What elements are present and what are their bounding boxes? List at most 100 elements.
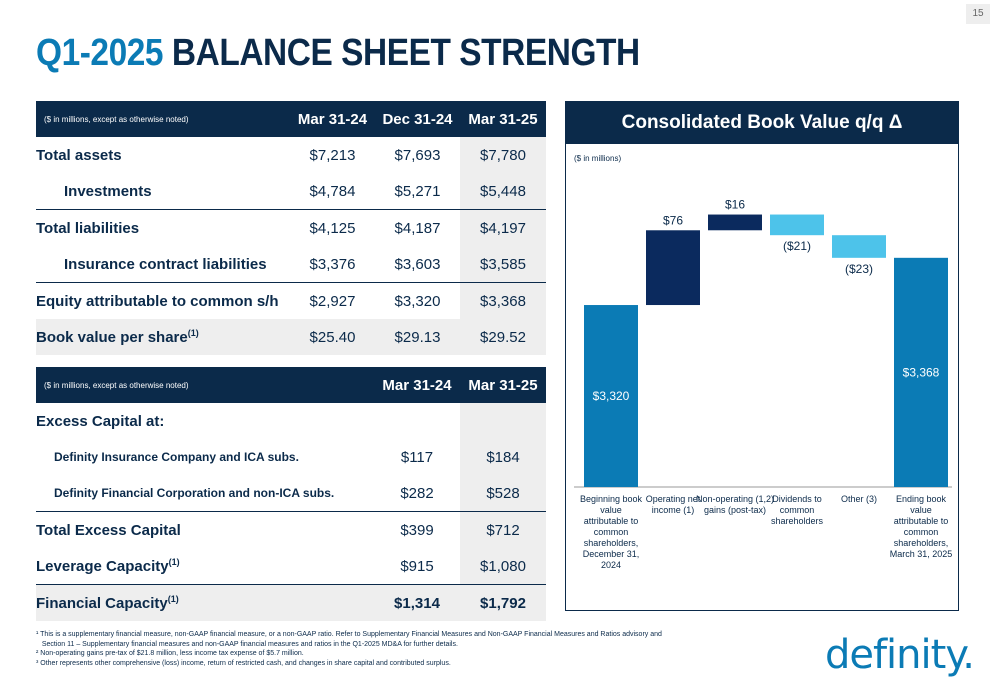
cell-value: $282 [400, 484, 434, 502]
page-title: Q1-2025 BALANCE SHEET STRENGTH [36, 32, 640, 75]
table-header: ($ in millions, except as otherwise note… [36, 367, 546, 403]
category-label: common [594, 527, 629, 537]
data-label: ($21) [783, 239, 811, 253]
row-label-text: Financial Capacity [36, 595, 168, 612]
cell-value: $3,603 [394, 255, 441, 273]
row-label: Total liabilities [36, 209, 290, 246]
cell-value: $712 [460, 511, 546, 548]
cell-value: $528 [460, 475, 546, 512]
table-row: Definity Insurance Company and ICA subs.… [36, 439, 546, 475]
column-header: Mar 31-24 [374, 367, 460, 403]
cell-value: $915 [400, 557, 434, 575]
cell-value: $4,125 [290, 209, 375, 246]
chart-title: Consolidated Book Value q/q Δ [566, 102, 958, 144]
table-row: Definity Financial Corporation and non-I… [36, 475, 546, 512]
row-label: Financial Capacity(1) [36, 584, 374, 621]
row-label: Insurance contract liabilities [64, 255, 267, 273]
cell-value: $1,314 [374, 584, 460, 621]
table-row: Total liabilities $4,125 $4,187 $4,197 [36, 209, 546, 246]
category-label: value [910, 505, 932, 515]
cell-value: $7,693 [394, 146, 441, 164]
category-label: income (1) [652, 505, 695, 515]
title-accent: Q1-2025 [36, 32, 164, 74]
cell-value: $5,448 [460, 173, 546, 210]
footnote-marker: (1) [168, 557, 180, 567]
footnote: Section 11 – Supplementary financial mea… [36, 640, 458, 648]
cell-value: $3,585 [460, 246, 546, 283]
page-number: 15 [966, 4, 990, 24]
cell-value: $184 [460, 439, 546, 475]
section-label: Excess Capital at: [36, 412, 165, 430]
table-row: Total assets $7,213 $7,693 $7,780 [36, 137, 546, 173]
cell-value: $3,376 [309, 255, 356, 273]
footnote-marker: (1) [187, 328, 199, 338]
cell-value: $7,780 [460, 137, 546, 173]
data-label: $3,368 [903, 365, 940, 379]
data-label: ($23) [845, 262, 873, 276]
cell-value: $2,927 [290, 282, 375, 319]
column-header: Mar 31-25 [460, 101, 546, 137]
cell-value: $3,368 [460, 282, 546, 319]
waterfall-bar [770, 214, 824, 236]
waterfall-bar [584, 305, 638, 487]
table-row: Investments $4,784 $5,271 $5,448 [36, 173, 546, 210]
category-label: December 31, [583, 549, 640, 559]
column-header: Dec 31-24 [375, 101, 460, 137]
row-label: Leverage Capacity(1) [36, 548, 374, 585]
cell-value: $4,784 [309, 182, 356, 200]
cell-value: $7,213 [309, 146, 356, 164]
category-label: common [780, 505, 815, 515]
data-label: $16 [725, 198, 745, 212]
definity-logo: definity. [824, 632, 975, 678]
footnotes: ¹ This is a supplementary financial meas… [36, 630, 676, 668]
column-header: Mar 31-24 [290, 101, 375, 137]
column-header: Mar 31-25 [460, 367, 546, 403]
cell-value: $1,080 [460, 548, 546, 585]
table-row: Financial Capacity(1) $1,314 $1,792 [36, 584, 546, 621]
category-label: shareholders, [584, 538, 639, 548]
category-label: Operating net [646, 494, 701, 504]
category-label: attributable to [894, 516, 949, 526]
category-label: shareholders [771, 516, 824, 526]
row-label: Investments [64, 182, 152, 200]
waterfall-bar [832, 235, 886, 258]
row-label-text: Leverage Capacity [36, 558, 169, 575]
table-note: ($ in millions, except as otherwise note… [36, 101, 290, 137]
table-row: Leverage Capacity(1) $915 $1,080 [36, 548, 546, 585]
row-label: Equity attributable to common s/h [36, 282, 290, 319]
data-label: $76 [663, 213, 683, 227]
category-label: Dividends to [772, 494, 822, 504]
category-label: Ending book [896, 494, 947, 504]
cell-value: $29.13 [375, 319, 460, 355]
excess-capital-table: ($ in millions, except as otherwise note… [36, 367, 546, 621]
chart-unit-note: ($ in millions) [574, 154, 622, 163]
category-label: attributable to [584, 516, 639, 526]
book-value-chart: Consolidated Book Value q/q Δ ($ in mill… [565, 101, 959, 611]
title-rest: BALANCE SHEET STRENGTH [171, 32, 640, 74]
footnote-marker: (1) [167, 594, 179, 604]
table-note: ($ in millions, except as otherwise note… [36, 367, 374, 403]
balance-sheet-table: ($ in millions, except as otherwise note… [36, 101, 546, 355]
cell-value: $4,197 [460, 209, 546, 246]
row-label: Total assets [36, 146, 122, 164]
cell-value: $29.52 [460, 319, 546, 355]
cell-value: $5,271 [394, 182, 441, 200]
table-row: Book value per share(1) $25.40 $29.13 $2… [36, 319, 546, 355]
cell-value: $1,792 [460, 584, 546, 621]
category-label: common [904, 527, 939, 537]
row-label-text: Book value per share [36, 329, 188, 346]
row-label: Total Excess Capital [36, 511, 374, 548]
category-label: Other (3) [841, 494, 877, 504]
category-label: March 31, 2025 [890, 549, 953, 559]
category-label: Non-operating (1,2) [696, 494, 774, 504]
table-header: ($ in millions, except as otherwise note… [36, 101, 546, 137]
cell-value: $117 [400, 448, 434, 466]
footnote: ¹ This is a supplementary financial meas… [36, 631, 662, 638]
cell-value: $4,187 [375, 209, 460, 246]
waterfall-bar [646, 230, 700, 306]
row-label: Definity Insurance Company and ICA subs. [54, 450, 299, 464]
footnote: ³ Other represents other comprehensive (… [36, 659, 451, 667]
category-label: Beginning book [580, 494, 643, 504]
table-row: Excess Capital at: [36, 403, 546, 439]
